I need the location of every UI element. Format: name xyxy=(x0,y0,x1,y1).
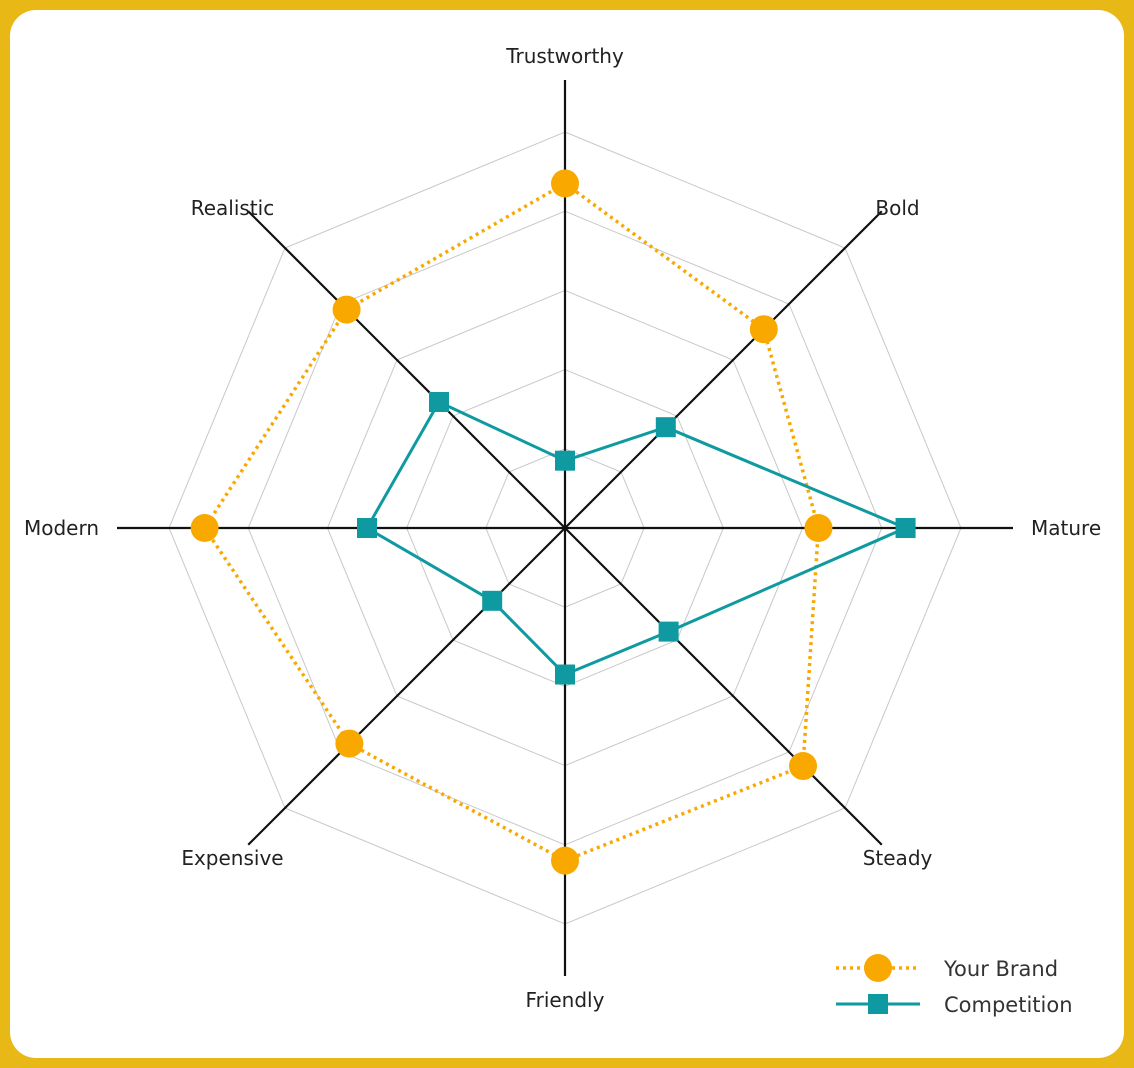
axis-line-realistic xyxy=(247,210,566,529)
series-competition xyxy=(357,391,916,685)
legend-item-your-brand: Your Brand xyxy=(836,954,1058,982)
axis-label-expensive: Expensive xyxy=(181,846,283,870)
legend-marker xyxy=(864,954,892,982)
point-bold xyxy=(749,315,778,344)
series xyxy=(190,169,916,875)
legend-marker xyxy=(868,994,888,1014)
legend-label: Competition xyxy=(944,993,1073,1017)
axis-label-steady: Steady xyxy=(863,846,933,870)
point-modern xyxy=(190,514,219,542)
axis-label-trustworthy: Trustworthy xyxy=(505,44,624,68)
axis-label-mature: Mature xyxy=(1031,516,1101,540)
axis-labels: Trustworthy Bold Mature Steady Friendly Expen… xyxy=(24,44,1101,1012)
legend-label: Your Brand xyxy=(943,957,1058,981)
axis-line-steady xyxy=(564,527,883,846)
point-expensive xyxy=(335,729,364,758)
point-trustworthy xyxy=(551,169,579,198)
axis-label-realistic: Realistic xyxy=(191,196,275,220)
point-steady xyxy=(658,621,679,642)
legend: Your Brand Competition xyxy=(836,954,1073,1017)
point-mature xyxy=(804,514,833,542)
series-line xyxy=(202,181,821,863)
legend-item-competition: Competition xyxy=(836,993,1073,1017)
axis-label-modern: Modern xyxy=(24,516,99,540)
point-realistic xyxy=(428,391,449,412)
point-steady xyxy=(789,752,818,781)
axis-line-expensive xyxy=(247,527,566,846)
series-your-brand xyxy=(190,169,833,875)
point-trustworthy xyxy=(555,450,575,471)
axis-line-bold xyxy=(564,210,883,529)
point-mature xyxy=(895,518,916,538)
point-friendly xyxy=(551,846,579,875)
point-friendly xyxy=(555,664,575,685)
point-realistic xyxy=(332,295,361,324)
point-modern xyxy=(357,518,377,538)
axis-label-bold: Bold xyxy=(875,196,919,220)
point-bold xyxy=(655,417,676,438)
axis-label-friendly: Friendly xyxy=(526,988,605,1012)
axes xyxy=(117,80,1013,976)
point-expensive xyxy=(482,590,503,611)
